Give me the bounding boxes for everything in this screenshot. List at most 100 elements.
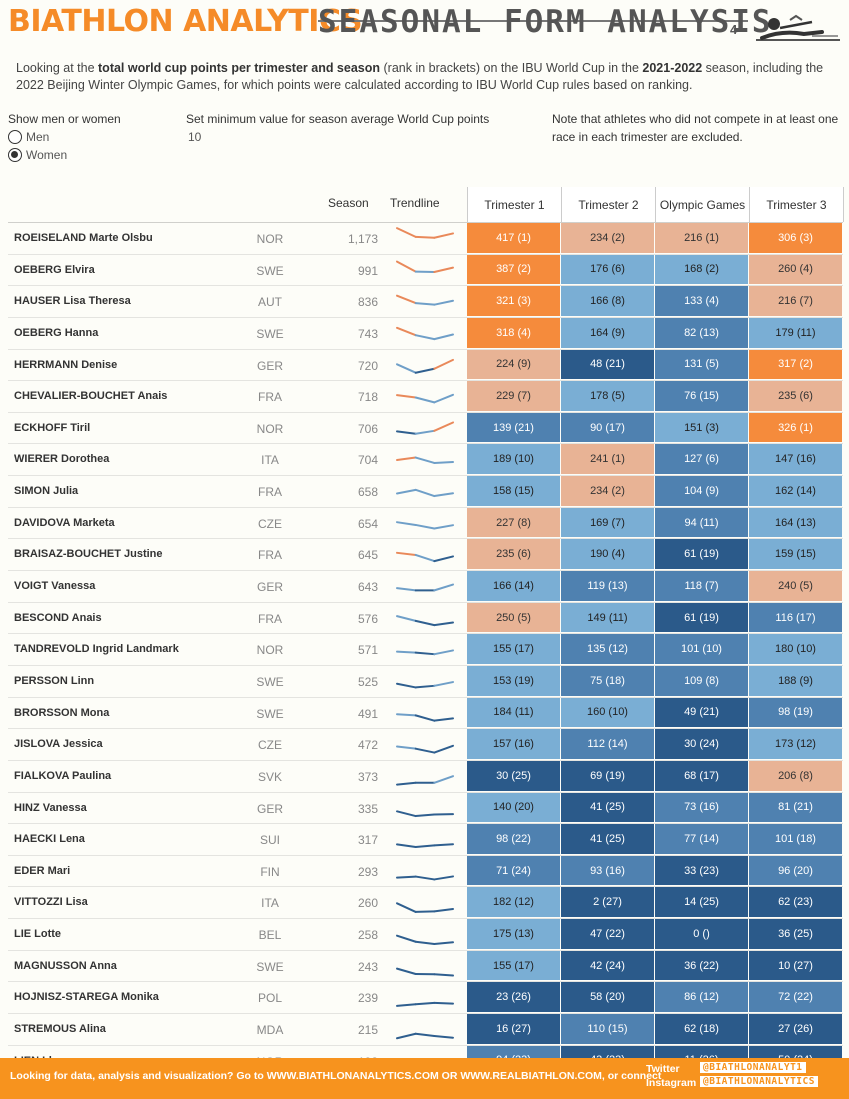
points-cell: 234 (2) (561, 476, 655, 507)
trendline-segment (433, 492, 454, 498)
points-cell: 90 (17) (561, 412, 655, 444)
trendline-segment (414, 367, 436, 374)
trendline-segment (396, 227, 417, 238)
points-cell: 76 (15) (655, 381, 749, 412)
radio-women[interactable]: Women (8, 148, 67, 162)
season-total: 335 (357, 801, 378, 816)
points-cell: 227 (8) (467, 507, 561, 539)
trendline-segment (414, 396, 436, 404)
season-total: 293 (357, 864, 378, 879)
points-cell: 216 (1) (655, 223, 749, 254)
trendline-segment (433, 941, 454, 946)
points-cell: 42 (24) (561, 950, 655, 982)
points-cell: 10 (27) (749, 950, 843, 982)
points-cell: 69 (19) (561, 760, 655, 792)
trendline-segment (433, 523, 454, 530)
trendline-segment (433, 621, 454, 626)
table-row: HERRMANN Denise GER 720 224 (9) 48 (21) 131 (… (8, 348, 843, 381)
points-cell: 62 (23) (749, 887, 843, 919)
header: BIATHLON ANALYTICS SEASONAL FORM ANALYSI… (0, 0, 849, 52)
trendline-segment (414, 684, 436, 689)
season-total: 491 (357, 706, 378, 721)
trendline-segment (414, 235, 436, 239)
points-cell: 306 (3) (749, 223, 843, 254)
exclusion-note: Note that athletes who did not compete i… (552, 112, 839, 144)
points-cell: 36 (25) (749, 919, 843, 950)
athlete-nation: NOR (256, 421, 284, 436)
trendline-segment (396, 326, 417, 337)
athlete-name: HERRMANN Denise (14, 358, 118, 371)
points-cell: 321 (3) (467, 286, 561, 317)
points-cell: 68 (17) (655, 760, 749, 792)
trendline-segment (414, 302, 436, 306)
athlete-name: VOIGT Vanessa (14, 580, 96, 593)
points-cell: 118 (7) (655, 571, 749, 602)
trimester-cells: 139 (21) 90 (17) 151 (3) 326 (1) (467, 412, 843, 444)
trendline-sparkline (396, 745, 454, 754)
trimester-cells: 155 (17) 42 (24) 36 (22) 10 (27) (467, 950, 843, 982)
points-cell: 101 (18) (749, 824, 843, 855)
radio-men[interactable]: Men (8, 130, 49, 144)
season-total: 645 (357, 548, 378, 563)
table-row: STREMOUS Alina MDA 215 16 (27) 110 (15) 62 (1… (8, 1013, 843, 1045)
points-cell: 110 (15) (561, 1014, 655, 1045)
points-cell: 234 (2) (561, 223, 655, 254)
season-total: 743 (357, 326, 378, 341)
radio-circle-icon (8, 130, 22, 144)
athlete-name: LIE Lotte (14, 928, 62, 941)
trendline-segment (396, 394, 417, 399)
trimester-cells: 157 (16) 112 (14) 30 (24) 173 (12) (467, 729, 843, 760)
trendline-segment (433, 358, 454, 370)
points-cell: 94 (11) (655, 507, 749, 539)
trendline-sparkline (396, 809, 454, 817)
trendline-segment (433, 333, 454, 341)
points-cell: 164 (9) (561, 317, 655, 349)
trimester-cells: 189 (10) 241 (1) 127 (6) 147 (16) (467, 444, 843, 476)
trendline-segment (433, 973, 454, 977)
points-cell: 160 (10) (561, 697, 655, 729)
trendline-segment (396, 488, 417, 495)
trendline-segment (414, 554, 436, 563)
page-number: 4 (730, 22, 738, 37)
trendline-segment (396, 712, 417, 716)
athlete-name: MAGNUSSON Anna (14, 959, 117, 972)
athlete-name: BESCOND Anais (14, 611, 102, 624)
season-total: 718 (357, 390, 378, 405)
points-cell: 48 (21) (561, 349, 655, 381)
points-cell: 47 (22) (561, 919, 655, 950)
twitter-handle[interactable]: @BIATHLONANALYT1 (700, 1062, 806, 1073)
table-row: MAGNUSSON Anna SWE 243 155 (17) 42 (24) 36 (2… (8, 949, 843, 982)
biathlete-prone-shooting-icon (756, 14, 840, 41)
points-cell: 180 (10) (749, 634, 843, 665)
points-cell: 98 (19) (749, 697, 843, 729)
tab-trimester-3: Trimester 3 (750, 187, 844, 222)
trendline-segment (433, 461, 454, 465)
trendline-segment (433, 716, 454, 722)
min-value-input[interactable]: 10 (188, 130, 202, 144)
trendline-segment (433, 266, 454, 273)
trendline-sparkline (396, 520, 454, 530)
points-cell: 2 (27) (561, 887, 655, 919)
trendline-sparkline (396, 1002, 454, 1008)
trimester-cells: 235 (6) 190 (4) 61 (19) 159 (15) (467, 539, 843, 571)
athlete-name: WIERER Dorothea (14, 453, 110, 466)
points-cell: 164 (13) (749, 507, 843, 539)
instagram-handle[interactable]: @BIATHLONANALYTICS (700, 1076, 818, 1087)
table-row: FIALKOVA Paulina SVK 373 30 (25) 69 (19) 68 (… (8, 759, 843, 792)
trendline-column-header: Trendline (390, 196, 440, 210)
points-cell: 241 (1) (561, 444, 655, 476)
season-total: 243 (357, 959, 378, 974)
points-cell: 168 (2) (655, 254, 749, 286)
trendline-segment (396, 967, 417, 975)
trimester-cells: 227 (8) 169 (7) 94 (11) 164 (13) (467, 507, 843, 539)
athlete-name: DAVIDOVA Marketa (14, 516, 115, 529)
points-cell: 155 (17) (467, 950, 561, 982)
trendline-segment (396, 260, 417, 273)
points-cell: 387 (2) (467, 254, 561, 286)
points-cell: 317 (2) (749, 349, 843, 381)
athlete-nation: SUI (259, 833, 280, 848)
trendline-segment (396, 781, 417, 786)
points-cell: 131 (5) (655, 349, 749, 381)
trimester-cells: 417 (1) 234 (2) 216 (1) 306 (3) (467, 223, 843, 254)
gender-filter-label: Show men or women (8, 112, 121, 126)
